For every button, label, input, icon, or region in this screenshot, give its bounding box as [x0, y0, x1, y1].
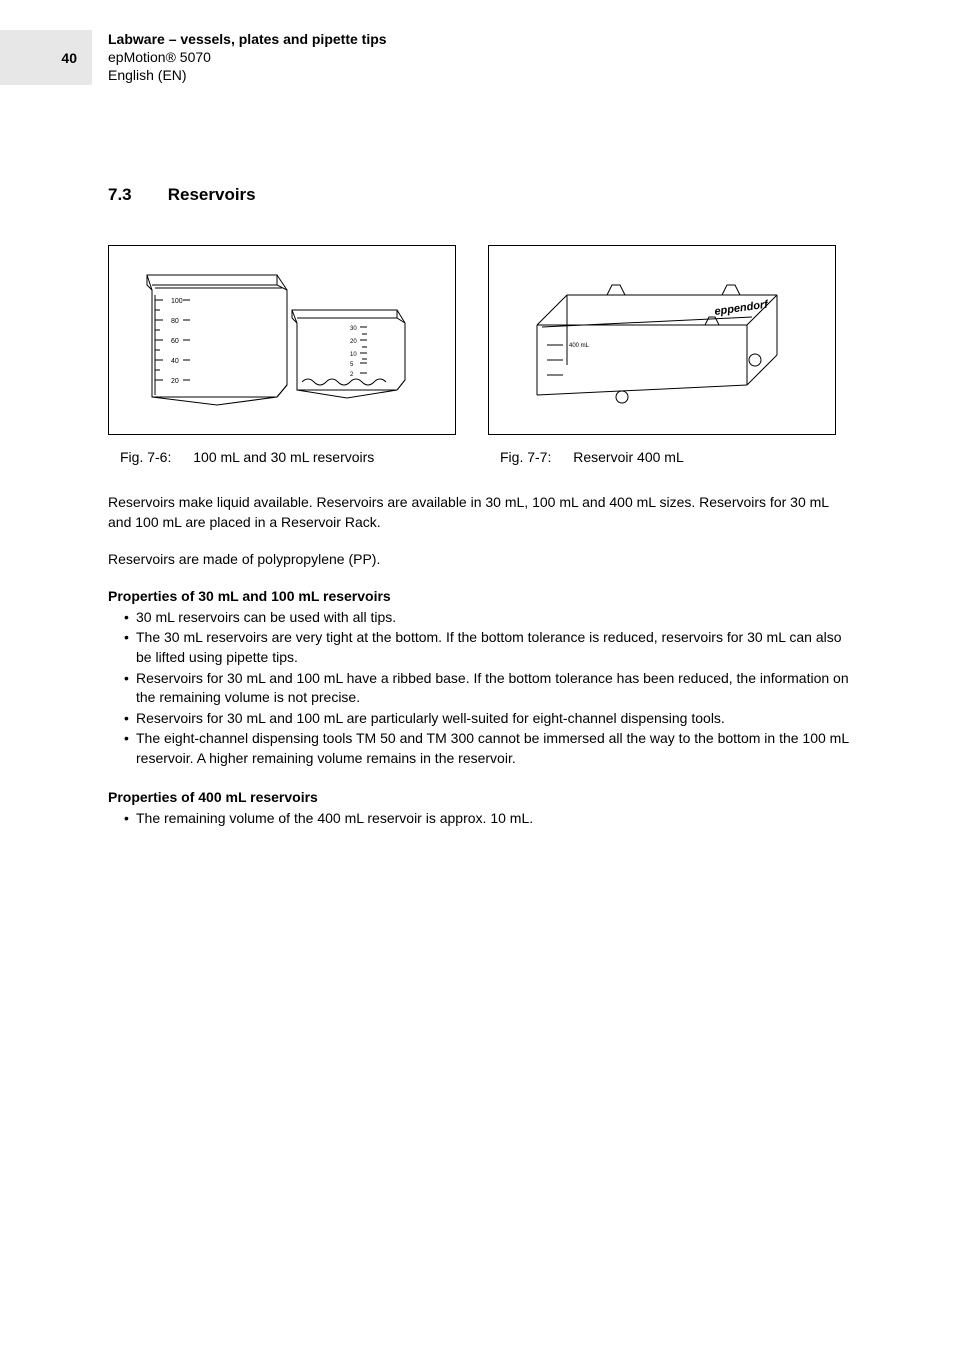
list-item: Reservoirs for 30 mL and 100 mL are part…: [124, 709, 853, 729]
page-number: 40: [61, 50, 77, 66]
svg-text:2: 2: [350, 372, 354, 378]
figure-7-6: 100 80 60 40 20: [108, 245, 456, 435]
svg-text:5: 5: [350, 362, 354, 368]
list-item: Reservoirs for 30 mL and 100 mL have a r…: [124, 669, 853, 708]
svg-text:60: 60: [171, 338, 179, 345]
header-language: English (EN): [108, 66, 387, 84]
header-product: epMotion® 5070: [108, 48, 387, 66]
reservoir-30-100-illustration: 100 80 60 40 20: [127, 255, 437, 425]
svg-text:80: 80: [171, 318, 179, 325]
list-item: The remaining volume of the 400 mL reser…: [124, 809, 853, 829]
props-400-heading: Properties of 400 mL reservoirs: [108, 789, 853, 805]
caption-7-6: Fig. 7-6: 100 mL and 30 mL reservoirs: [108, 449, 456, 465]
caption-7-6-text: 100 mL and 30 mL reservoirs: [193, 449, 374, 465]
section-heading: 7.3 Reservoirs: [108, 185, 853, 205]
svg-text:40: 40: [171, 358, 179, 365]
list-item: 30 mL reservoirs can be used with all ti…: [124, 608, 853, 628]
list-item: The eight-channel dispensing tools TM 50…: [124, 729, 853, 768]
svg-text:20: 20: [350, 339, 357, 345]
svg-text:30: 30: [350, 326, 357, 332]
props-30-100-list: 30 mL reservoirs can be used with all ti…: [108, 608, 853, 769]
page-content: 7.3 Reservoirs: [108, 185, 853, 848]
figure-7-7: eppendorf 400 mL: [488, 245, 836, 435]
caption-7-7-label: Fig. 7-7:: [500, 449, 551, 465]
reservoir-400-illustration: eppendorf 400 mL: [507, 255, 817, 425]
svg-text:400 mL: 400 mL: [569, 343, 590, 349]
svg-text:eppendorf: eppendorf: [714, 298, 770, 318]
paragraph-1: Reservoirs make liquid available. Reserv…: [108, 493, 853, 532]
props-400-list: The remaining volume of the 400 mL reser…: [108, 809, 853, 829]
page-header: Labware – vessels, plates and pipette ti…: [108, 30, 387, 85]
list-item: The 30 mL reservoirs are very tight at t…: [124, 628, 853, 667]
figure-7-7-frame: eppendorf 400 mL: [488, 245, 836, 435]
caption-7-6-label: Fig. 7-6:: [120, 449, 171, 465]
svg-text:20: 20: [171, 378, 179, 385]
page-number-tab: 40: [0, 30, 92, 85]
caption-7-7-text: Reservoir 400 mL: [573, 449, 684, 465]
caption-7-7: Fig. 7-7: Reservoir 400 mL: [488, 449, 836, 465]
section-title: Reservoirs: [168, 185, 256, 204]
svg-text:10: 10: [350, 352, 357, 358]
section-number: 7.3: [108, 185, 163, 205]
figures-row: 100 80 60 40 20: [108, 245, 853, 435]
caption-row: Fig. 7-6: 100 mL and 30 mL reservoirs Fi…: [108, 449, 853, 465]
header-title: Labware – vessels, plates and pipette ti…: [108, 30, 387, 48]
props-30-100-heading: Properties of 30 mL and 100 mL reservoir…: [108, 588, 853, 604]
paragraph-2: Reservoirs are made of polypropylene (PP…: [108, 550, 853, 570]
svg-text:100: 100: [171, 298, 183, 305]
figure-7-6-frame: 100 80 60 40 20: [108, 245, 456, 435]
